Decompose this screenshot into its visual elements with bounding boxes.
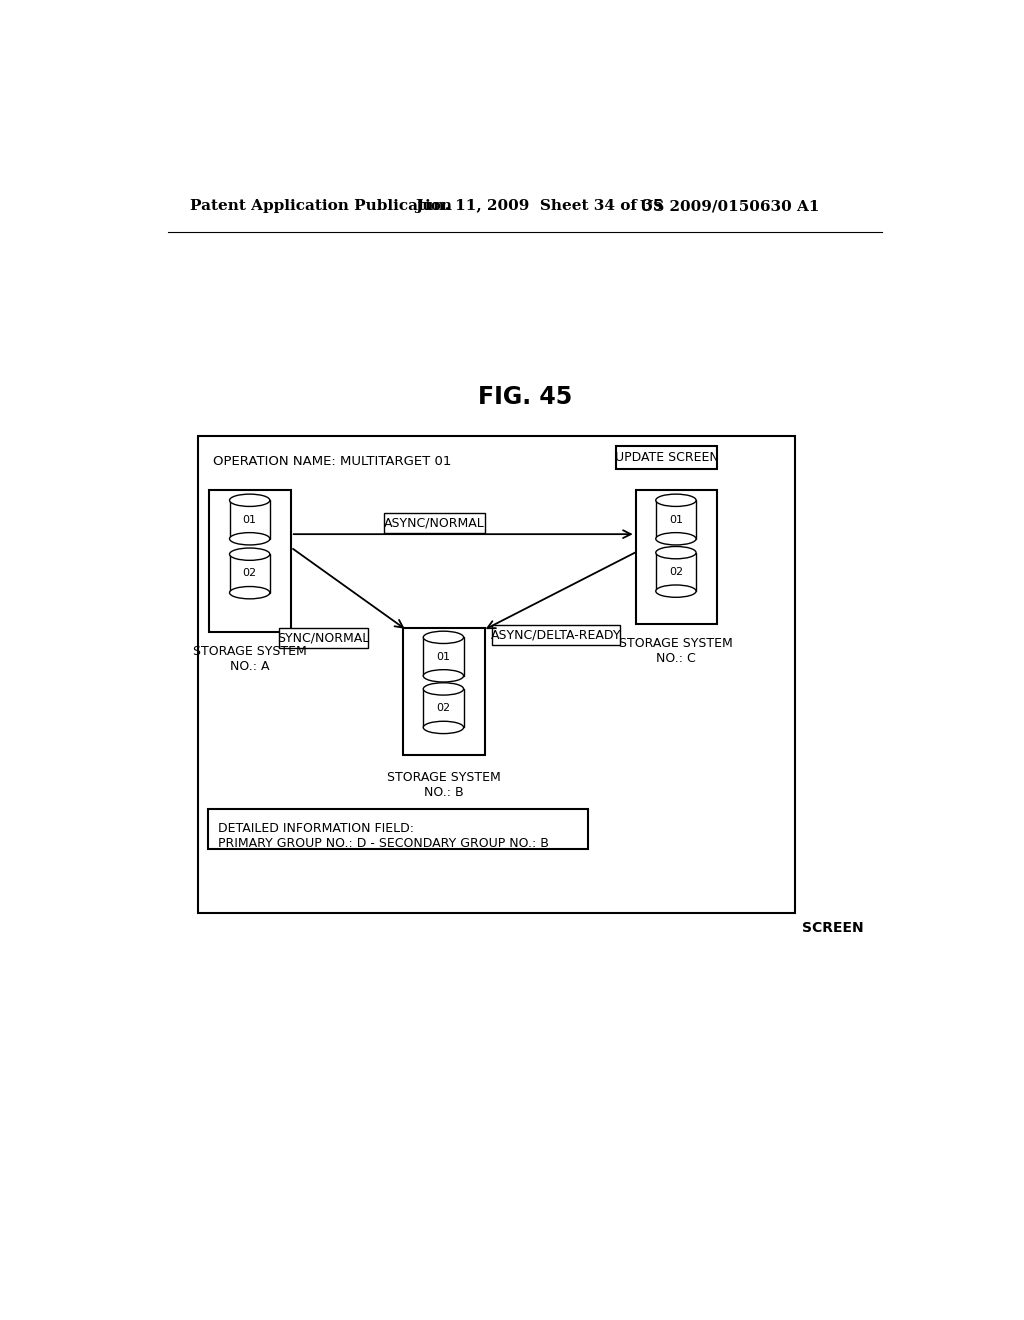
Text: UPDATE SCREEN: UPDATE SCREEN xyxy=(614,450,719,463)
Bar xyxy=(493,626,621,645)
Bar xyxy=(198,436,795,913)
Text: Jun. 11, 2009  Sheet 34 of 35: Jun. 11, 2009 Sheet 34 of 35 xyxy=(415,199,664,213)
Text: STORAGE SYSTEM
NO.: B: STORAGE SYSTEM NO.: B xyxy=(386,771,501,799)
Text: US 2009/0150630 A1: US 2009/0150630 A1 xyxy=(640,199,819,213)
Text: 01: 01 xyxy=(669,515,683,524)
Text: 02: 02 xyxy=(436,704,451,713)
Text: FIG. 45: FIG. 45 xyxy=(477,385,572,409)
Ellipse shape xyxy=(423,669,464,682)
Text: 02: 02 xyxy=(669,566,683,577)
Text: STORAGE SYSTEM
NO.: A: STORAGE SYSTEM NO.: A xyxy=(193,645,306,673)
Text: 01: 01 xyxy=(243,515,257,524)
Ellipse shape xyxy=(229,494,270,507)
Bar xyxy=(280,628,369,648)
Ellipse shape xyxy=(229,586,270,599)
Ellipse shape xyxy=(423,721,464,734)
Bar xyxy=(636,490,717,624)
Ellipse shape xyxy=(423,682,464,696)
Text: SYNC/NORMAL: SYNC/NORMAL xyxy=(278,631,370,644)
Bar xyxy=(403,628,484,755)
Bar xyxy=(423,689,464,727)
Bar xyxy=(655,500,696,539)
Ellipse shape xyxy=(655,546,696,558)
Bar xyxy=(616,446,717,469)
Ellipse shape xyxy=(229,548,270,560)
Text: ASYNC/NORMAL: ASYNC/NORMAL xyxy=(384,516,484,529)
Ellipse shape xyxy=(655,585,696,597)
Ellipse shape xyxy=(655,532,696,545)
Text: STORAGE SYSTEM
NO.: C: STORAGE SYSTEM NO.: C xyxy=(620,638,733,665)
Text: Patent Application Publication: Patent Application Publication xyxy=(190,199,452,213)
Ellipse shape xyxy=(229,532,270,545)
Text: OPERATION NAME: MULTITARGET 01: OPERATION NAME: MULTITARGET 01 xyxy=(213,454,452,467)
Text: ASYNC/DELTA-READY: ASYNC/DELTA-READY xyxy=(490,628,622,642)
Text: 02: 02 xyxy=(243,569,257,578)
Text: 01: 01 xyxy=(436,652,451,661)
Text: SCREEN: SCREEN xyxy=(802,921,864,936)
Bar xyxy=(209,490,291,632)
Bar xyxy=(423,638,464,676)
Ellipse shape xyxy=(423,631,464,644)
Ellipse shape xyxy=(655,494,696,507)
Bar xyxy=(229,500,270,539)
Bar xyxy=(384,512,484,532)
Bar xyxy=(208,809,588,849)
Bar xyxy=(229,554,270,593)
Text: DETAILED INFORMATION FIELD:
PRIMARY GROUP NO.: D - SECONDARY GROUP NO.: B: DETAILED INFORMATION FIELD: PRIMARY GROU… xyxy=(218,822,549,850)
Bar xyxy=(655,553,696,591)
